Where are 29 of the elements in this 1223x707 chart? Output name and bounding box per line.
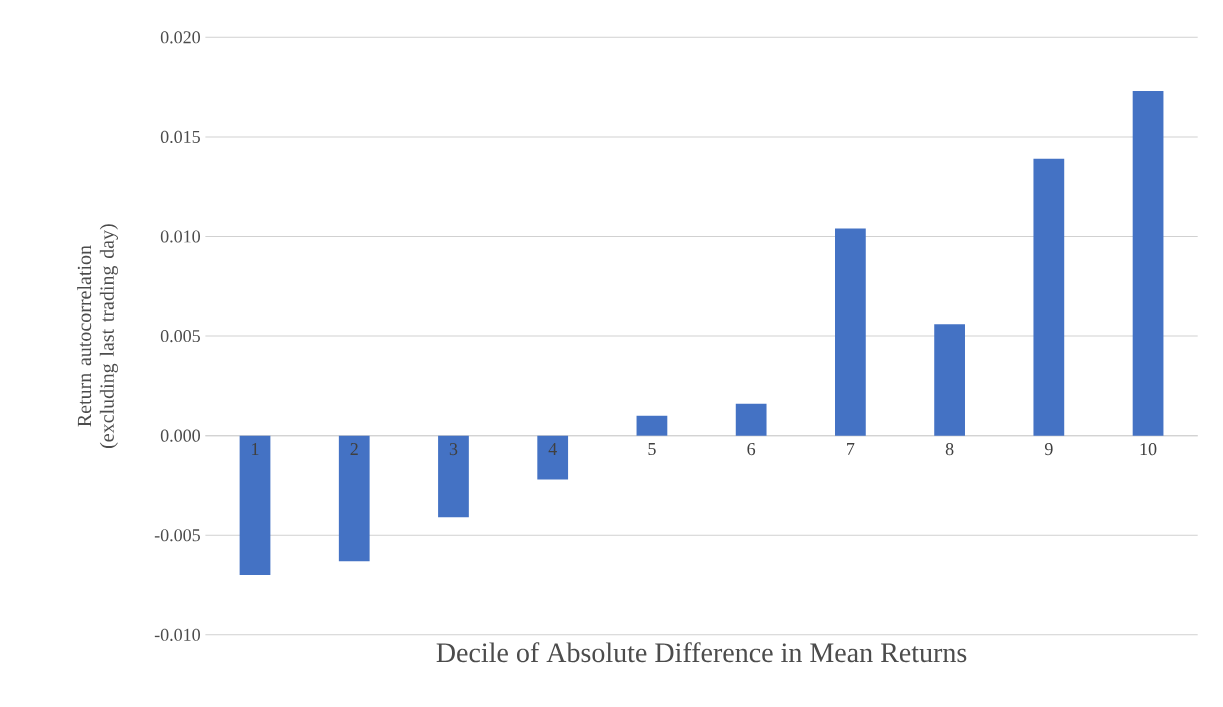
- bar: [1033, 158, 1065, 436]
- bar: [338, 435, 370, 562]
- x-tick-label: 5: [648, 443, 656, 456]
- y-tick-label: -0.005: [154, 529, 200, 542]
- y-axis-title: Return autocorrelation (excluding last trading day): [77, 224, 118, 449]
- x-tick-label: 1: [252, 443, 259, 455]
- bar: [537, 435, 569, 480]
- y-tick-label: 0.000: [160, 429, 201, 442]
- x-tick-label: 8: [945, 443, 954, 456]
- x-tick-label: 3: [449, 443, 458, 456]
- x-tick-label: 6: [747, 443, 756, 456]
- y-tick-label: -0.010: [154, 628, 200, 642]
- x-tick-label: 2: [350, 443, 358, 456]
- y-tick-label: 0.015: [160, 130, 200, 144]
- x-axis-title: Decile of Absolute Difference in Mean Returns: [436, 642, 967, 663]
- bar: [1132, 91, 1164, 436]
- bar: [835, 228, 866, 436]
- y-tick-label: 0.020: [160, 31, 201, 44]
- x-tick-label: 9: [1044, 443, 1053, 456]
- bar: [934, 324, 965, 436]
- x-tick-label: 7: [847, 443, 855, 455]
- y-tick-label: 0.010: [160, 230, 201, 243]
- bar: [636, 415, 668, 436]
- bar: [438, 435, 469, 518]
- x-tick-label: 10: [1140, 443, 1157, 456]
- bar: [239, 435, 271, 576]
- y-tick-label: 0.005: [160, 330, 200, 343]
- x-tick-label: 4: [548, 443, 557, 455]
- bar: [735, 403, 767, 436]
